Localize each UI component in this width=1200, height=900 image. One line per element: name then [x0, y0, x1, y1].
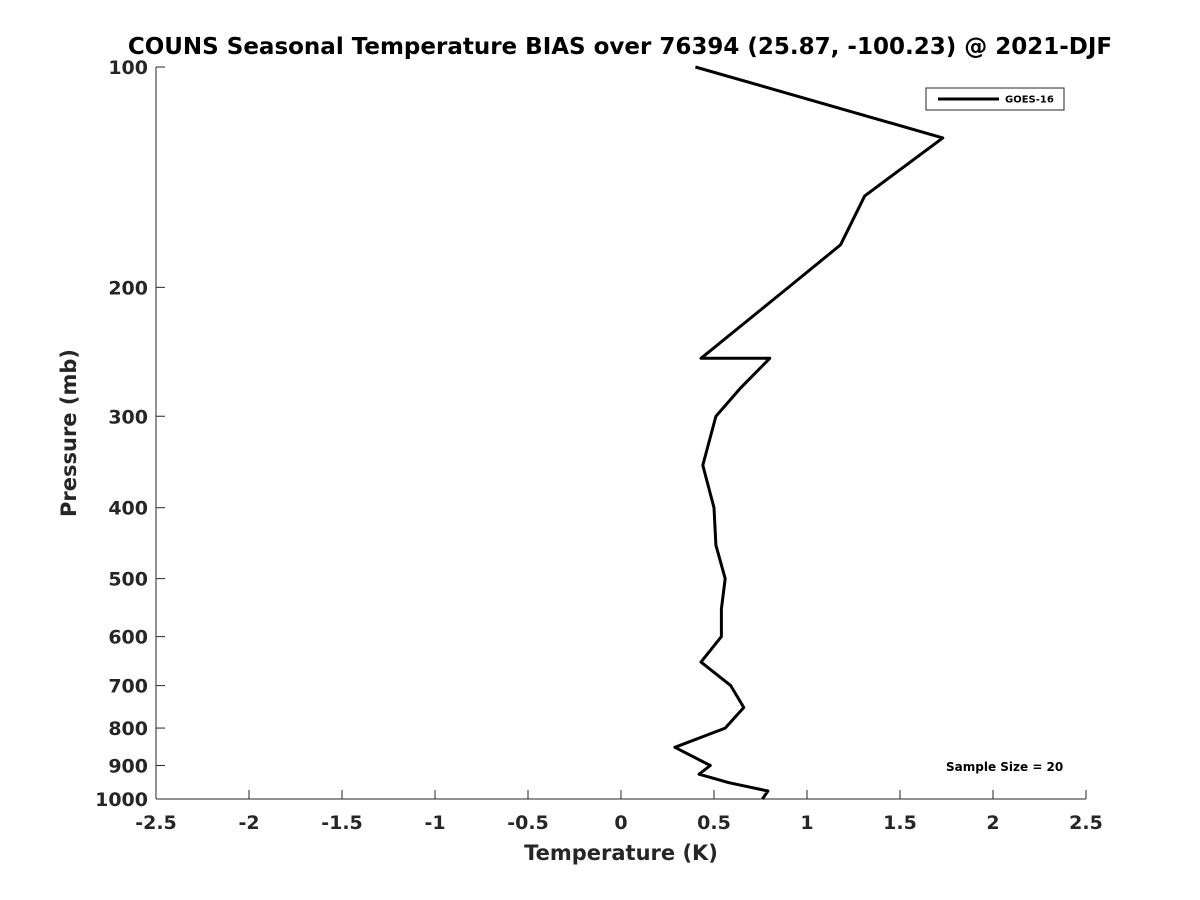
- x-tick-label: 2: [986, 812, 999, 834]
- x-ticks: -2.5 -2 -1.5 -1 -0.5 0 0.5 1 1.5 2 2.5: [135, 790, 1103, 834]
- y-tick-label: 100: [108, 57, 148, 79]
- x-tick-label: 1: [800, 812, 813, 834]
- x-axis-label: Temperature (K): [524, 841, 718, 865]
- y-tick-label: 400: [108, 498, 148, 520]
- y-tick-label: 1000: [95, 789, 148, 811]
- y-ticks: 100 200 300 400 500 600 700 800 900 1000: [95, 57, 165, 811]
- y-axis-label: Pressure (mb): [57, 349, 81, 517]
- legend: GOES-16: [925, 87, 1065, 111]
- x-tick-label: -1.5: [321, 812, 363, 834]
- sample-size-annotation: Sample Size = 20: [946, 760, 1063, 774]
- x-tick-label: -2.5: [135, 812, 177, 834]
- y-tick-label: 700: [108, 676, 148, 698]
- y-tick-label: 600: [108, 627, 148, 649]
- x-tick-label: 2.5: [1069, 812, 1103, 834]
- x-tick-label: 0.5: [697, 812, 731, 834]
- chart-title: COUNS Seasonal Temperature BIAS over 763…: [128, 34, 1112, 60]
- y-tick-label: 500: [108, 569, 148, 591]
- legend-label: GOES-16: [1005, 95, 1054, 106]
- plot-axes: [155, 67, 1086, 800]
- y-tick-label: 800: [108, 718, 148, 740]
- y-tick-label: 200: [108, 277, 148, 299]
- x-tick-label: -2: [238, 812, 259, 834]
- y-tick-label: 900: [108, 756, 148, 778]
- x-tick-label: 1.5: [883, 812, 917, 834]
- x-tick-label: -1: [424, 812, 445, 834]
- series-line: [673, 65, 945, 800]
- x-tick-label: -0.5: [507, 812, 549, 834]
- x-tick-label: 0: [614, 812, 627, 834]
- series-group: [673, 65, 945, 800]
- y-tick-label: 300: [108, 406, 148, 428]
